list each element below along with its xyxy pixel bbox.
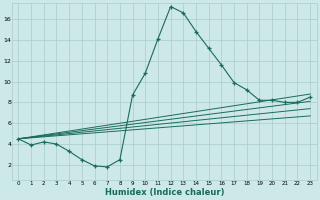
X-axis label: Humidex (Indice chaleur): Humidex (Indice chaleur) (105, 188, 224, 197)
